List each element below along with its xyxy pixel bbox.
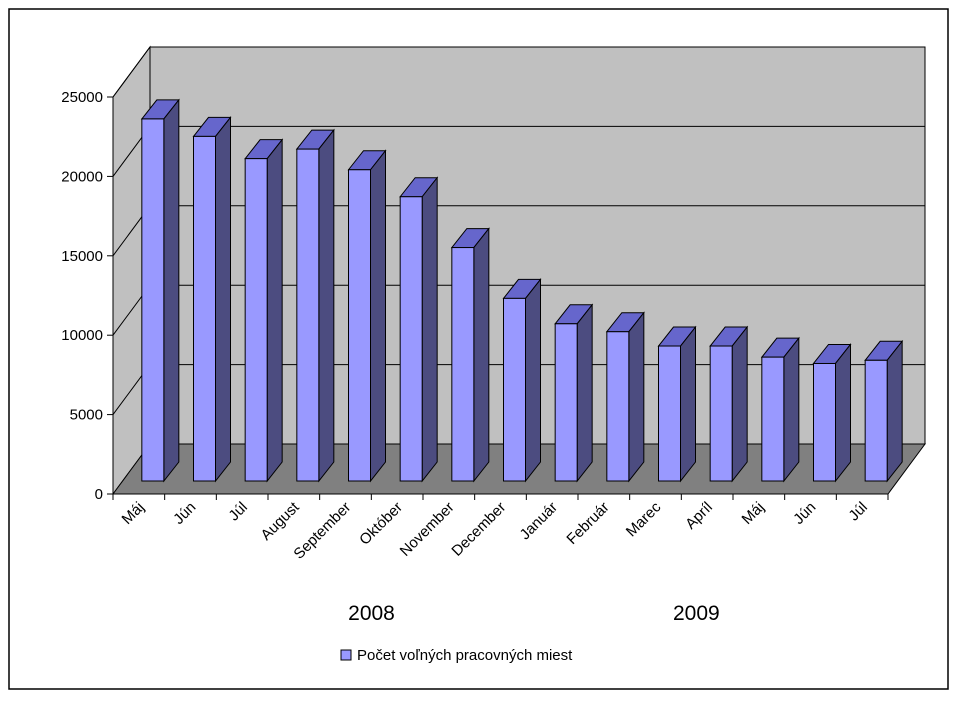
bars xyxy=(140,98,904,483)
bar-side xyxy=(886,339,903,483)
bar xyxy=(657,325,697,483)
bar xyxy=(812,343,852,483)
bar xyxy=(192,115,232,483)
bar-side xyxy=(370,149,386,483)
bar xyxy=(864,339,904,483)
value-axis: 0 5000 10000 15000 20000 25000 xyxy=(61,89,888,503)
bar-side xyxy=(835,343,851,483)
bar-front xyxy=(296,148,320,482)
bar xyxy=(244,138,284,483)
bar-front xyxy=(399,196,423,482)
bar-side xyxy=(421,176,438,483)
bar-front xyxy=(864,359,888,482)
year-label: 2008 xyxy=(348,602,395,625)
bar-side xyxy=(266,138,283,483)
bar-front xyxy=(503,297,526,482)
bar-front xyxy=(141,118,165,482)
bar xyxy=(347,149,387,483)
y-tick-label: 5000 xyxy=(70,407,103,424)
y-tick-label: 20000 xyxy=(61,168,103,185)
bar xyxy=(760,336,800,483)
bar xyxy=(140,98,180,483)
bar-front xyxy=(813,362,836,482)
bar-side xyxy=(473,227,490,483)
legend-swatch xyxy=(340,649,352,661)
bar xyxy=(295,128,335,483)
bar xyxy=(502,277,542,483)
gridline xyxy=(112,46,925,98)
bar-side xyxy=(628,311,645,483)
bar-front xyxy=(606,331,630,482)
bar-side xyxy=(680,325,696,483)
y-tick-label: 25000 xyxy=(61,89,103,106)
bar xyxy=(709,325,749,483)
y-tick-label: 0 xyxy=(95,486,103,503)
bar-side xyxy=(525,277,541,483)
bar-front xyxy=(244,158,268,482)
bar-side xyxy=(215,115,231,483)
y-tick-label: 15000 xyxy=(61,248,103,265)
year-label: 2009 xyxy=(673,602,720,625)
bar-front xyxy=(348,169,371,482)
bar-front xyxy=(554,323,578,482)
bar xyxy=(554,303,594,483)
bar xyxy=(605,311,645,483)
bar-front xyxy=(761,356,785,482)
bar-side xyxy=(783,336,800,483)
legend-label: Počet voľných pracovných miest xyxy=(357,647,573,664)
bar-side xyxy=(576,303,593,483)
bar-side xyxy=(163,98,180,483)
bar-side xyxy=(318,128,335,483)
year-labels: 2008 2009 xyxy=(348,602,720,625)
bar-front xyxy=(709,345,733,482)
legend: Počet voľných pracovných miest xyxy=(340,647,573,664)
bar-front xyxy=(193,135,216,482)
bar-side xyxy=(731,325,748,483)
bar-front xyxy=(451,247,475,482)
bar xyxy=(399,176,439,483)
y-tick-label: 10000 xyxy=(61,327,103,344)
bar-front xyxy=(658,345,681,482)
bar xyxy=(450,227,490,483)
